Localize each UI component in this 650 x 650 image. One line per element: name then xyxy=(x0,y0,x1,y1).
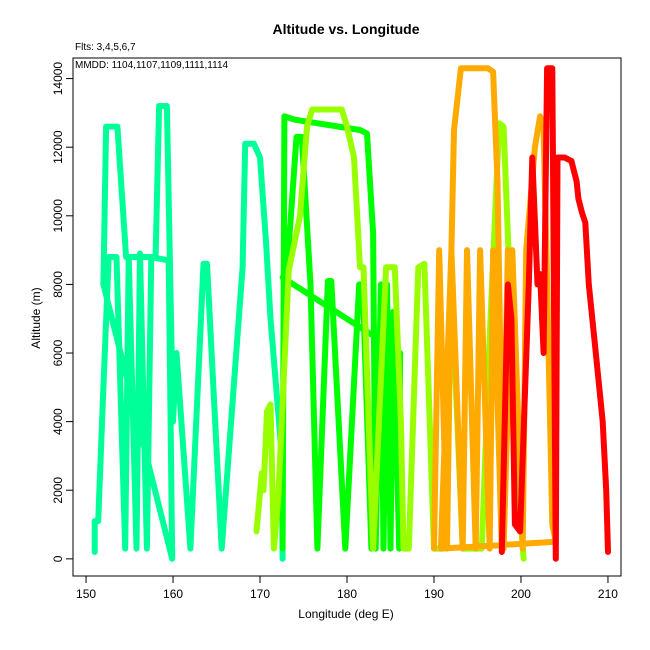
y-axis-label: Altitude (m) xyxy=(29,287,43,348)
flights-annotation: Flts: 3,4,5,6,7 xyxy=(75,42,136,53)
x-tick-label: 210 xyxy=(598,587,618,601)
x-axis-label: Longitude (deg E) xyxy=(298,607,393,621)
y-tick-label: 10000 xyxy=(51,199,65,233)
series-line-4 xyxy=(431,65,559,552)
y-tick-label: 4000 xyxy=(51,408,65,435)
x-tick-label: 150 xyxy=(76,587,96,601)
x-tick-label: 190 xyxy=(424,587,444,601)
mmdd-annotation: MMDD: 1104,1107,1109,1111,1114 xyxy=(75,60,229,71)
x-tick-label: 160 xyxy=(163,587,183,601)
y-tick-label: 2000 xyxy=(51,477,65,504)
x-tick-label: 200 xyxy=(511,587,531,601)
chart-title: Altitude vs. Longitude xyxy=(273,21,420,37)
y-tick-label: 14000 xyxy=(51,62,65,96)
y-tick-label: 12000 xyxy=(51,130,65,164)
series-line-5 xyxy=(498,65,611,562)
x-axis: 150 160 170 180 190 200 210 xyxy=(76,575,618,601)
y-axis: 0 2000 4000 6000 8000 10000 12000 14000 xyxy=(51,62,74,562)
y-tick-label: 0 xyxy=(51,555,65,562)
series-line-1 xyxy=(91,103,286,562)
x-tick-label: 180 xyxy=(337,587,357,601)
series-layer xyxy=(91,65,611,562)
x-tick-label: 170 xyxy=(250,587,270,601)
y-tick-label: 6000 xyxy=(51,339,65,366)
y-tick-label: 8000 xyxy=(51,271,65,298)
